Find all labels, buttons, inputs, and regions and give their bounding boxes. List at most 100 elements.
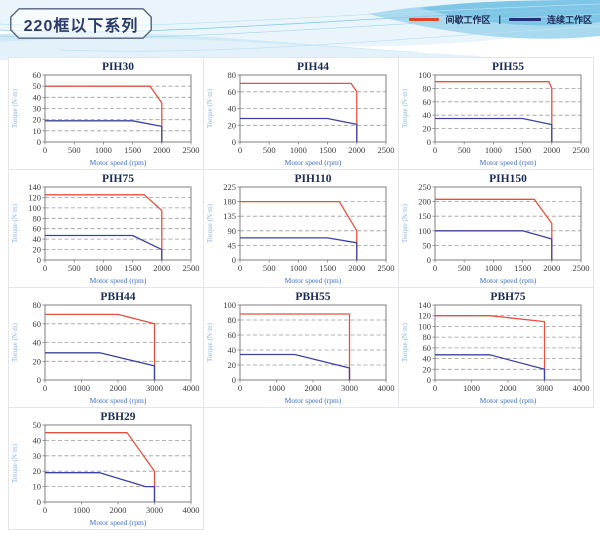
svg-text:2000: 2000 <box>153 145 170 155</box>
svg-text:2500: 2500 <box>183 145 200 155</box>
svg-text:1000: 1000 <box>463 383 480 393</box>
svg-text:2500: 2500 <box>183 263 200 273</box>
chart-pbh29: 0 1000 2000 3000 4000 0 10 20 30 40 50 PBH29 Motor s… <box>9 408 204 530</box>
svg-text:60: 60 <box>423 97 432 107</box>
svg-text:2000: 2000 <box>348 145 365 155</box>
svg-text:0: 0 <box>433 383 437 393</box>
empty-cell <box>204 408 399 530</box>
svg-text:0: 0 <box>37 375 41 385</box>
chart-pih75: 0 500 1000 1500 2000 2500 0 20 40 60 80 100 120 140 PI… <box>9 170 204 288</box>
header-wave-graphic <box>0 0 600 60</box>
intermittent-zone-swatch <box>409 17 440 21</box>
svg-text:1500: 1500 <box>319 145 336 155</box>
svg-text:50: 50 <box>33 420 42 430</box>
svg-text:0: 0 <box>37 497 41 507</box>
svg-text:0: 0 <box>43 383 47 393</box>
svg-text:20: 20 <box>33 115 42 125</box>
svg-text:2000: 2000 <box>348 263 365 273</box>
svg-text:Motor speed (rpm): Motor speed (rpm) <box>480 276 537 285</box>
svg-text:2500: 2500 <box>573 145 590 155</box>
svg-text:50: 50 <box>33 81 42 91</box>
svg-text:PBH44: PBH44 <box>100 291 135 303</box>
svg-text:60: 60 <box>33 224 42 234</box>
chart-pih44: 0 500 1000 1500 2000 2500 0 20 40 60 80 PIH44 Motor … <box>204 58 399 170</box>
svg-text:20: 20 <box>33 356 42 366</box>
svg-text:PIH30: PIH30 <box>102 61 134 73</box>
svg-text:Motor speed (rpm): Motor speed (rpm) <box>285 396 342 405</box>
svg-text:40: 40 <box>423 110 432 120</box>
svg-text:100: 100 <box>418 226 431 236</box>
svg-text:2000: 2000 <box>153 263 170 273</box>
svg-text:PIH110: PIH110 <box>294 173 331 185</box>
svg-text:1500: 1500 <box>319 263 336 273</box>
svg-text:Motor speed (rpm): Motor speed (rpm) <box>285 276 342 285</box>
chart-canvas: 0 500 1000 1500 2000 2500 0 45 90 135 180 225 PIH110… <box>206 173 395 285</box>
svg-text:40: 40 <box>228 104 237 114</box>
svg-text:30: 30 <box>33 104 42 114</box>
svg-text:1000: 1000 <box>95 145 112 155</box>
svg-text:1000: 1000 <box>290 263 307 273</box>
continuous-zone-label: 连续工作区 <box>546 14 592 25</box>
svg-text:1500: 1500 <box>514 145 531 155</box>
legend-separator: | <box>498 14 501 24</box>
svg-text:20: 20 <box>423 364 432 374</box>
svg-text:80: 80 <box>228 315 237 325</box>
svg-text:0: 0 <box>43 263 47 273</box>
svg-text:20: 20 <box>228 120 237 130</box>
svg-text:60: 60 <box>228 87 237 97</box>
svg-text:40: 40 <box>423 354 432 364</box>
chart-pbh75: 0 1000 2000 3000 4000 0 20 40 60 80 100 120 140 PBH75… <box>399 288 594 408</box>
intermittent-zone-label: 间歇工作区 <box>445 14 491 25</box>
svg-text:0: 0 <box>238 383 242 393</box>
svg-text:0: 0 <box>427 255 431 265</box>
svg-text:1000: 1000 <box>268 383 285 393</box>
svg-text:20: 20 <box>423 124 432 134</box>
empty-cell <box>399 408 594 530</box>
svg-text:Motor speed (rpm): Motor speed (rpm) <box>90 518 147 527</box>
svg-text:Motor speed (rpm): Motor speed (rpm) <box>90 396 147 405</box>
svg-text:500: 500 <box>263 263 276 273</box>
svg-text:0: 0 <box>43 505 47 515</box>
svg-text:100: 100 <box>28 203 41 213</box>
svg-text:120: 120 <box>28 192 41 202</box>
svg-text:120: 120 <box>418 311 431 321</box>
svg-text:150: 150 <box>418 211 431 221</box>
svg-text:2500: 2500 <box>378 263 395 273</box>
svg-text:Motor speed (rpm): Motor speed (rpm) <box>480 396 537 405</box>
svg-text:180: 180 <box>223 197 236 207</box>
svg-text:1000: 1000 <box>290 145 307 155</box>
series-title: 220框以下系列 <box>23 17 139 35</box>
svg-text:Motor speed (rpm): Motor speed (rpm) <box>90 158 147 167</box>
svg-text:225: 225 <box>223 182 236 192</box>
svg-text:3000: 3000 <box>536 383 553 393</box>
svg-text:500: 500 <box>68 263 81 273</box>
svg-text:1500: 1500 <box>514 263 531 273</box>
svg-text:20: 20 <box>228 360 237 370</box>
svg-text:PBH29: PBH29 <box>100 411 135 423</box>
svg-text:Motor speed (rpm): Motor speed (rpm) <box>480 158 537 167</box>
svg-text:30: 30 <box>33 451 42 461</box>
svg-text:2000: 2000 <box>500 383 517 393</box>
svg-text:40: 40 <box>33 92 42 102</box>
svg-text:1000: 1000 <box>73 383 90 393</box>
chart-pih110: 0 500 1000 1500 2000 2500 0 45 90 135 180 225 PIH110… <box>204 170 399 288</box>
chart-canvas: 0 500 1000 1500 2000 2500 0 50 100 150 200 250 PIH15… <box>401 173 590 285</box>
svg-text:Torque (N·m): Torque (N·m) <box>206 203 214 243</box>
svg-text:100: 100 <box>223 300 236 310</box>
svg-text:4000: 4000 <box>378 383 395 393</box>
svg-text:Torque (N·m): Torque (N·m) <box>401 322 409 362</box>
continuous-zone-swatch <box>508 17 541 21</box>
svg-text:60: 60 <box>33 70 42 80</box>
svg-text:0: 0 <box>238 263 242 273</box>
chart-canvas: 0 1000 2000 3000 4000 0 10 20 30 40 50 PBH29 Motor s… <box>11 411 200 527</box>
svg-text:0: 0 <box>427 375 431 385</box>
svg-text:60: 60 <box>423 343 432 353</box>
page-header: 220框以下系列 间歇工作区 | 连续工作区 <box>0 0 600 60</box>
svg-text:Torque (N·m): Torque (N·m) <box>206 88 214 128</box>
svg-text:40: 40 <box>33 234 42 244</box>
svg-text:80: 80 <box>33 300 42 310</box>
svg-text:100: 100 <box>418 321 431 331</box>
svg-text:1500: 1500 <box>124 263 141 273</box>
